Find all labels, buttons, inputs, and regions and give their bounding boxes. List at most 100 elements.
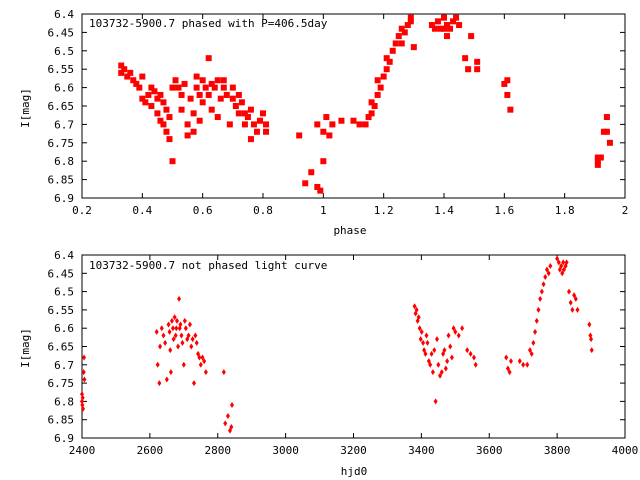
data-point (200, 354, 205, 361)
data-point (190, 128, 197, 135)
y-tick-label: 6.8 (54, 155, 74, 168)
data-point (183, 325, 188, 332)
x-tick-label: 3600 (476, 444, 503, 457)
y-tick-label: 6.7 (54, 118, 74, 131)
data-point (468, 350, 473, 357)
data-point (407, 18, 414, 25)
data-point (167, 328, 172, 335)
data-point (247, 106, 254, 113)
data-point (154, 95, 161, 102)
data-point (163, 128, 170, 135)
data-point (193, 73, 200, 80)
data-point (217, 95, 224, 102)
data-point (82, 376, 87, 383)
data-point (533, 328, 538, 335)
data-point (220, 77, 227, 84)
data-point (194, 339, 199, 346)
phased-plot-title: 103732-5900.7 phased with P=406.5day (89, 17, 328, 30)
data-point (163, 106, 170, 113)
data-point (453, 328, 458, 335)
unphased-plot-xlabel: hjd0 (341, 465, 368, 478)
data-point (157, 380, 162, 387)
data-point (444, 33, 451, 40)
data-point (127, 69, 134, 76)
y-tick-label: 6.65 (48, 341, 75, 354)
data-point (164, 376, 169, 383)
data-point (130, 77, 137, 84)
data-point (175, 84, 182, 91)
data-point (546, 270, 551, 277)
data-point (177, 295, 182, 302)
data-point (507, 369, 512, 376)
y-tick-label: 6.55 (48, 304, 75, 317)
data-point (462, 55, 469, 62)
data-point (314, 183, 321, 190)
data-point (539, 288, 544, 295)
data-point (229, 95, 236, 102)
data-point (244, 114, 251, 121)
data-point (508, 358, 513, 365)
data-point (365, 114, 372, 121)
data-point (139, 95, 146, 102)
data-point (81, 405, 86, 412)
data-point (471, 354, 476, 361)
data-point (439, 369, 444, 376)
data-point (430, 369, 435, 376)
data-point (429, 350, 434, 357)
data-point (302, 180, 309, 187)
data-point (193, 84, 200, 91)
data-point (241, 110, 248, 117)
data-point (442, 347, 447, 354)
data-point (187, 321, 192, 328)
data-point (448, 343, 453, 350)
data-point (241, 121, 248, 128)
unphased-plot-ylabel: I[mag] (19, 328, 32, 368)
data-point (220, 84, 227, 91)
data-point (148, 84, 155, 91)
data-point (238, 99, 245, 106)
data-point (232, 103, 239, 109)
data-point (412, 303, 417, 310)
data-point (350, 117, 357, 124)
data-point (155, 361, 160, 368)
data-point (410, 44, 417, 51)
data-point (572, 292, 577, 299)
data-point (196, 91, 203, 98)
data-point (189, 343, 194, 350)
data-point (193, 332, 198, 339)
x-tick-label: 2400 (69, 444, 96, 457)
data-point (555, 255, 560, 262)
data-point (594, 154, 601, 161)
data-point (169, 317, 174, 324)
data-point (181, 80, 188, 87)
data-point (527, 347, 532, 354)
data-point (80, 394, 85, 401)
y-tick-label: 6.45 (48, 26, 75, 39)
data-point (323, 114, 330, 121)
data-point (191, 380, 196, 387)
data-point (541, 281, 546, 288)
unphased-plot-title: 103732-5900.7 not phased light curve (89, 259, 327, 272)
x-tick-label: 1.2 (374, 204, 394, 217)
data-point (362, 121, 369, 128)
x-tick-label: 1 (320, 204, 327, 217)
data-point (199, 99, 206, 106)
y-tick-label: 6.6 (54, 82, 74, 95)
y-tick-label: 6.9 (54, 432, 74, 445)
data-point (208, 106, 215, 113)
data-point (197, 354, 202, 361)
data-point (414, 306, 419, 313)
data-point (465, 66, 472, 73)
data-point (253, 128, 260, 135)
data-point (159, 325, 164, 332)
data-point (235, 110, 242, 117)
data-point (205, 55, 212, 62)
data-point (419, 328, 424, 335)
x-tick-label: 1.6 (494, 204, 514, 217)
data-point (453, 14, 460, 21)
data-point (606, 139, 613, 146)
y-tick-label: 6.85 (48, 174, 75, 187)
data-point (230, 402, 235, 409)
data-point (564, 259, 569, 266)
data-point (589, 336, 594, 343)
